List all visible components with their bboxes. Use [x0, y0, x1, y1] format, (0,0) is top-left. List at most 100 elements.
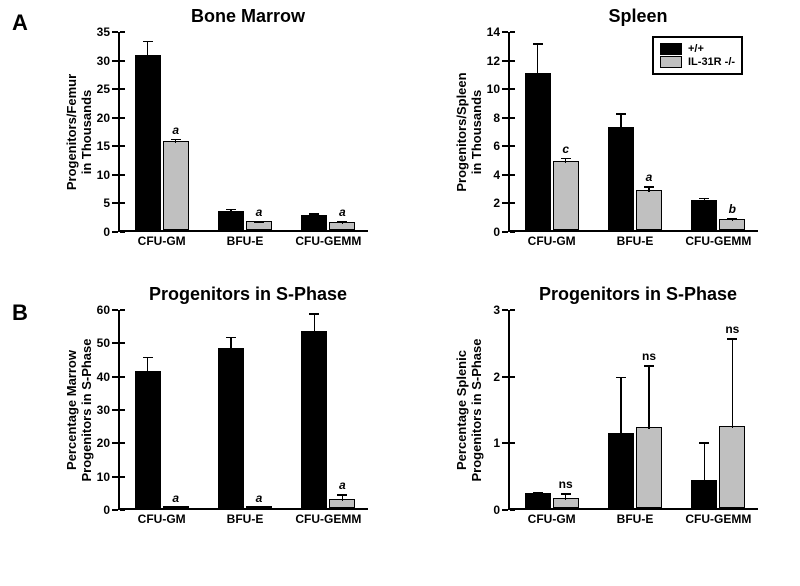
error-cap	[727, 338, 737, 340]
y-tick	[120, 174, 125, 176]
error-cap	[533, 492, 543, 494]
error-cap	[254, 507, 264, 509]
significance-label: ns	[642, 349, 656, 363]
bar-wt	[691, 480, 717, 508]
chart-title: Progenitors in S-Phase	[48, 284, 378, 305]
significance-label: c	[562, 142, 569, 156]
y-tick	[120, 442, 125, 444]
y-tick-label: 40	[97, 370, 120, 384]
x-category-label: CFU-GEMM	[295, 230, 361, 248]
error-cap	[616, 113, 626, 115]
significance-label: a	[339, 205, 346, 219]
y-tick-label: 20	[97, 436, 120, 450]
significance-label: ns	[725, 322, 739, 336]
chart-title: Bone Marrow	[48, 6, 378, 27]
y-axis-label: Progenitors/Femur in Thousands	[64, 32, 94, 232]
bar-wt	[608, 433, 634, 508]
error-cap	[226, 337, 236, 339]
bar-wt	[691, 200, 717, 230]
y-tick	[120, 88, 125, 90]
error-bar	[230, 337, 232, 350]
legend-swatch	[660, 56, 682, 68]
chart-title: Spleen	[438, 6, 768, 27]
bar-wt	[218, 211, 244, 230]
plot-area: 0123CFU-GMnsBFU-EnsCFU-GEMMns	[508, 310, 758, 510]
x-category-label: CFU-GM	[138, 230, 186, 248]
x-category-label: BFU-E	[617, 230, 654, 248]
y-tick	[510, 309, 515, 311]
chart-mp: Progenitors in S-Phase 0 10 20 30 40 50 60 CFU-G…	[48, 286, 378, 531]
error-cap	[561, 158, 571, 160]
error-cap	[699, 198, 709, 200]
significance-label: a	[256, 491, 263, 505]
y-tick-label: 60	[97, 303, 120, 317]
y-tick-label: 50	[97, 336, 120, 350]
error-cap	[254, 221, 264, 223]
y-tick-label: 5	[103, 196, 120, 210]
y-tick	[510, 231, 515, 233]
x-category-label: CFU-GEMM	[295, 508, 361, 526]
y-tick-label: 12	[487, 54, 510, 68]
x-category-label: BFU-E	[227, 230, 264, 248]
y-tick	[510, 88, 515, 90]
chart-bm: Bone Marrow 05101520253035CFU-GMaBFU-EaCF…	[48, 8, 378, 253]
y-tick	[120, 309, 125, 311]
error-cap	[644, 365, 654, 367]
plot-area: 05101520253035CFU-GMaBFU-EaCFU-GEMMa	[118, 32, 368, 232]
y-tick-label: 30	[97, 54, 120, 68]
error-cap	[337, 221, 347, 223]
y-tick-label: 15	[97, 139, 120, 153]
error-bar	[620, 377, 622, 436]
bar-ko	[553, 161, 579, 230]
bar-wt	[218, 348, 244, 508]
error-bar	[732, 338, 734, 428]
y-tick	[120, 376, 125, 378]
error-cap	[226, 209, 236, 211]
bar-wt	[301, 215, 327, 230]
y-tick-label: 10	[97, 470, 120, 484]
bar-wt	[301, 331, 327, 508]
y-tick-label: 10	[97, 168, 120, 182]
bar-ko	[719, 426, 745, 508]
y-tick-label: 6	[493, 139, 510, 153]
y-tick	[120, 202, 125, 204]
y-axis-label: Progenitors/Spleen in Thousands	[454, 32, 484, 232]
figure: A B Bone Marrow 05101520253035CFU-GMaBFU-…	[0, 0, 800, 586]
error-bar	[314, 313, 316, 333]
y-tick	[120, 476, 125, 478]
y-tick-label: 35	[97, 25, 120, 39]
error-bar	[147, 357, 149, 374]
y-tick-label: 2	[493, 370, 510, 384]
error-bar	[537, 43, 539, 74]
y-tick	[510, 509, 515, 511]
y-tick-label: 14	[487, 25, 510, 39]
bar-wt	[525, 73, 551, 230]
error-cap	[309, 213, 319, 215]
panel-label-b: B	[12, 300, 28, 326]
error-bar	[704, 442, 706, 482]
panel-label-a: A	[12, 10, 28, 36]
error-cap	[616, 377, 626, 379]
y-tick-label: 2	[493, 196, 510, 210]
y-tick	[510, 31, 515, 33]
y-axis-label: Percentage Marrow Progenitors in S-Phase	[64, 310, 94, 510]
chart-title: Progenitors in S-Phase	[438, 284, 768, 305]
x-category-label: BFU-E	[227, 508, 264, 526]
y-tick	[120, 409, 125, 411]
significance-label: b	[729, 202, 736, 216]
legend-label: IL-31R -/-	[688, 56, 735, 68]
y-tick	[120, 145, 125, 147]
y-tick	[120, 60, 125, 62]
legend-swatch	[660, 43, 682, 55]
y-tick-label: 0	[103, 503, 120, 517]
significance-label: ns	[559, 477, 573, 491]
y-axis-label: Percentage Splenic Progenitors in S-Phas…	[454, 310, 484, 510]
error-cap	[644, 186, 654, 188]
significance-label: a	[172, 123, 179, 137]
y-tick-label: 0	[103, 225, 120, 239]
y-tick	[510, 442, 515, 444]
error-cap	[171, 507, 181, 509]
y-tick-label: 30	[97, 403, 120, 417]
x-category-label: CFU-GEMM	[685, 230, 751, 248]
error-cap	[309, 313, 319, 315]
